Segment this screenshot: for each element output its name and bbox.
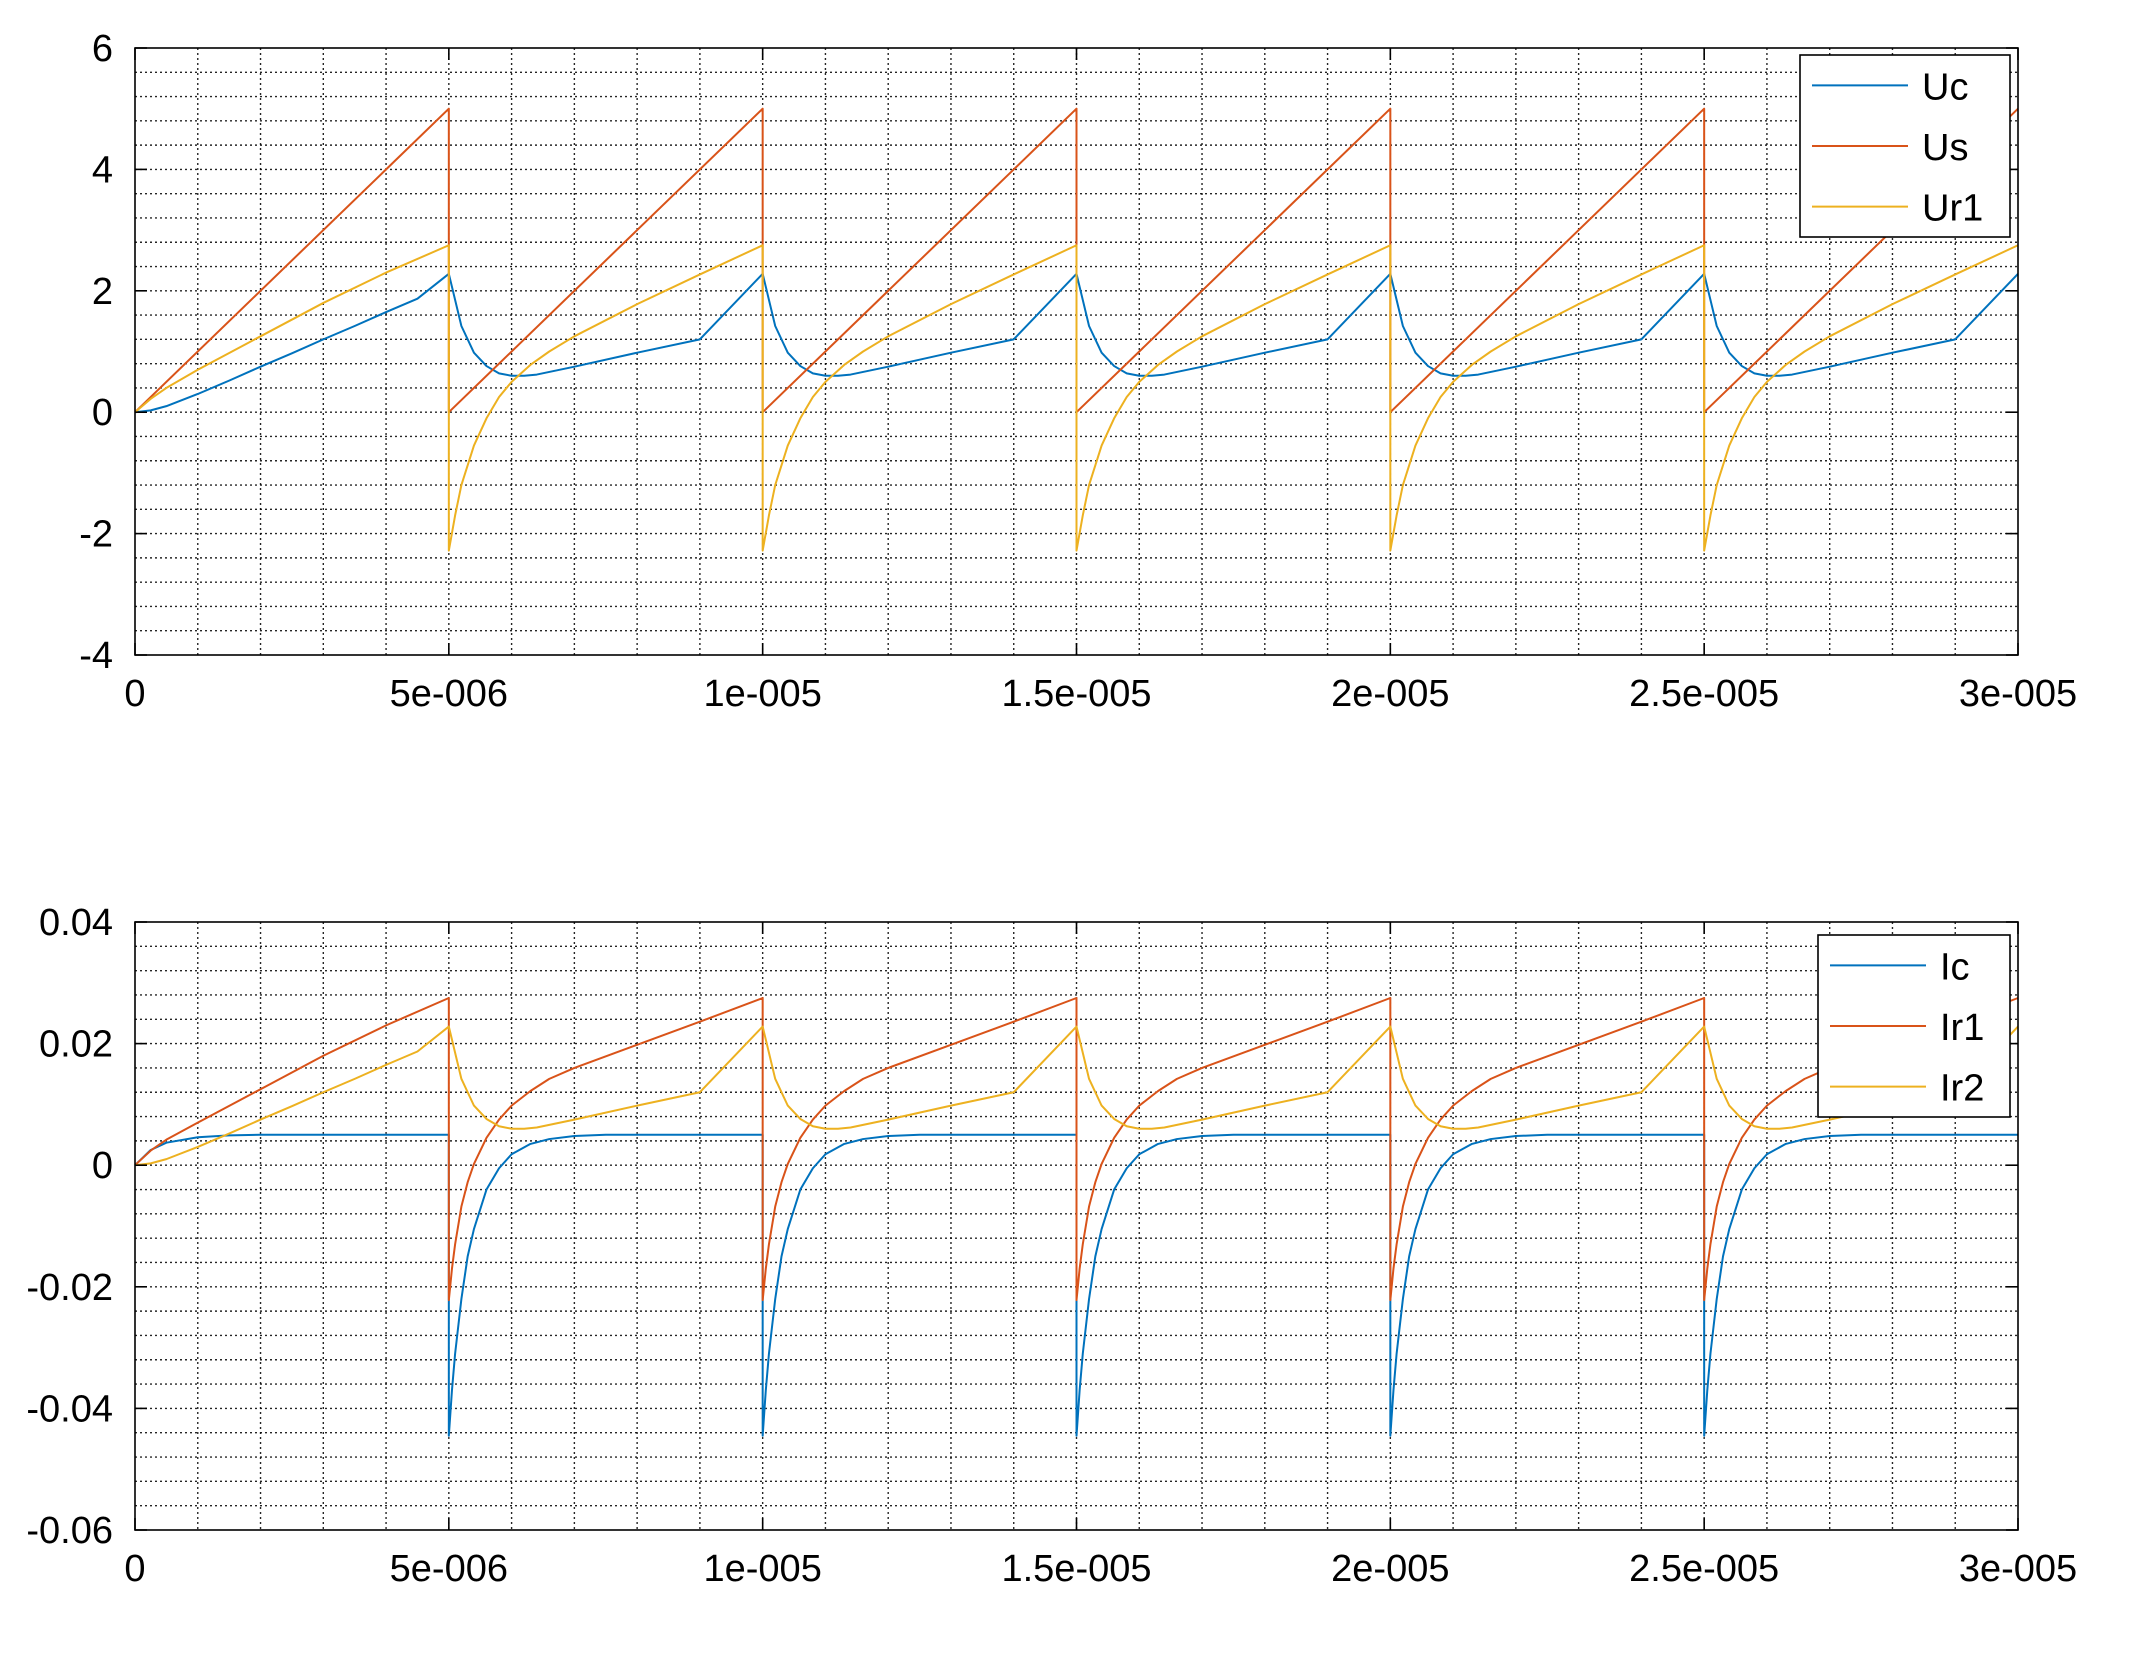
- legend-label-ir2: Ir2: [1940, 1068, 1984, 1110]
- x-tick-label: 5e-006: [390, 1548, 508, 1590]
- y-tick-label: 0.04: [39, 902, 113, 944]
- x-tick-label: 5e-006: [390, 673, 508, 715]
- legend-label-ic: Ic: [1940, 946, 1970, 988]
- tick-labels: 0 5e-006 1e-005 1.5e-005 2e-005 2.5e-005 3e-00…: [79, 28, 2077, 715]
- legend-label-us: Us: [1922, 127, 1968, 169]
- x-tick-label: 2.5e-005: [1629, 673, 1779, 715]
- y-tick-label: -4: [79, 635, 113, 677]
- x-tick-label: 0: [124, 1548, 145, 1590]
- y-tick-label: -0.06: [26, 1510, 113, 1552]
- x-tick-label: 1e-005: [704, 1548, 822, 1590]
- x-tick-label: 1e-005: [704, 673, 822, 715]
- legend-label-ir1: Ir1: [1940, 1007, 1984, 1049]
- y-tick-label: -0.02: [26, 1267, 113, 1309]
- y-tick-label: -2: [79, 514, 113, 556]
- y-tick-label: -0.04: [26, 1388, 113, 1430]
- x-tick-label: 2.5e-005: [1629, 1548, 1779, 1590]
- y-tick-label: 0: [92, 392, 113, 434]
- series-line-ir1: [134, 997, 2019, 1302]
- legend-label-uc: Uc: [1922, 66, 1968, 108]
- chart-1: 0 5e-006 1e-005 1.5e-005 2e-005 2.5e-005 3e-00…: [79, 28, 2077, 715]
- x-tick-label: 3e-005: [1959, 1548, 2077, 1590]
- chart-2: 0 5e-006 1e-005 1.5e-005 2e-005 2.5e-005 3e-00…: [26, 902, 2077, 1590]
- series-line-ur1: [134, 244, 2019, 552]
- x-tick-label: 2e-005: [1331, 673, 1449, 715]
- x-tick-label: 1.5e-005: [1001, 673, 1151, 715]
- x-tick-label: 1.5e-005: [1001, 1548, 1151, 1590]
- series-line-ic: [134, 1133, 2018, 1437]
- x-tick-label: 2e-005: [1331, 1548, 1449, 1590]
- y-tick-label: 0: [92, 1145, 113, 1187]
- x-tick-label: 3e-005: [1959, 673, 2077, 715]
- legend: Uc Us Ur1: [1799, 54, 2011, 238]
- y-tick-label: 0.02: [39, 1024, 113, 1066]
- tick-labels: 0 5e-006 1e-005 1.5e-005 2e-005 2.5e-005 3e-00…: [26, 902, 2077, 1590]
- legend-label-ur1: Ur1: [1922, 188, 1983, 230]
- legend: Ic Ir1 Ir2: [1817, 934, 2011, 1118]
- series-line-ir2: [134, 1025, 2019, 1167]
- y-tick-label: 4: [92, 149, 113, 191]
- series-group: [134, 997, 2019, 1437]
- x-tick-label: 0: [124, 673, 145, 715]
- series-group: [134, 107, 2019, 552]
- y-tick-label: 6: [92, 28, 113, 70]
- y-tick-label: 2: [92, 271, 113, 313]
